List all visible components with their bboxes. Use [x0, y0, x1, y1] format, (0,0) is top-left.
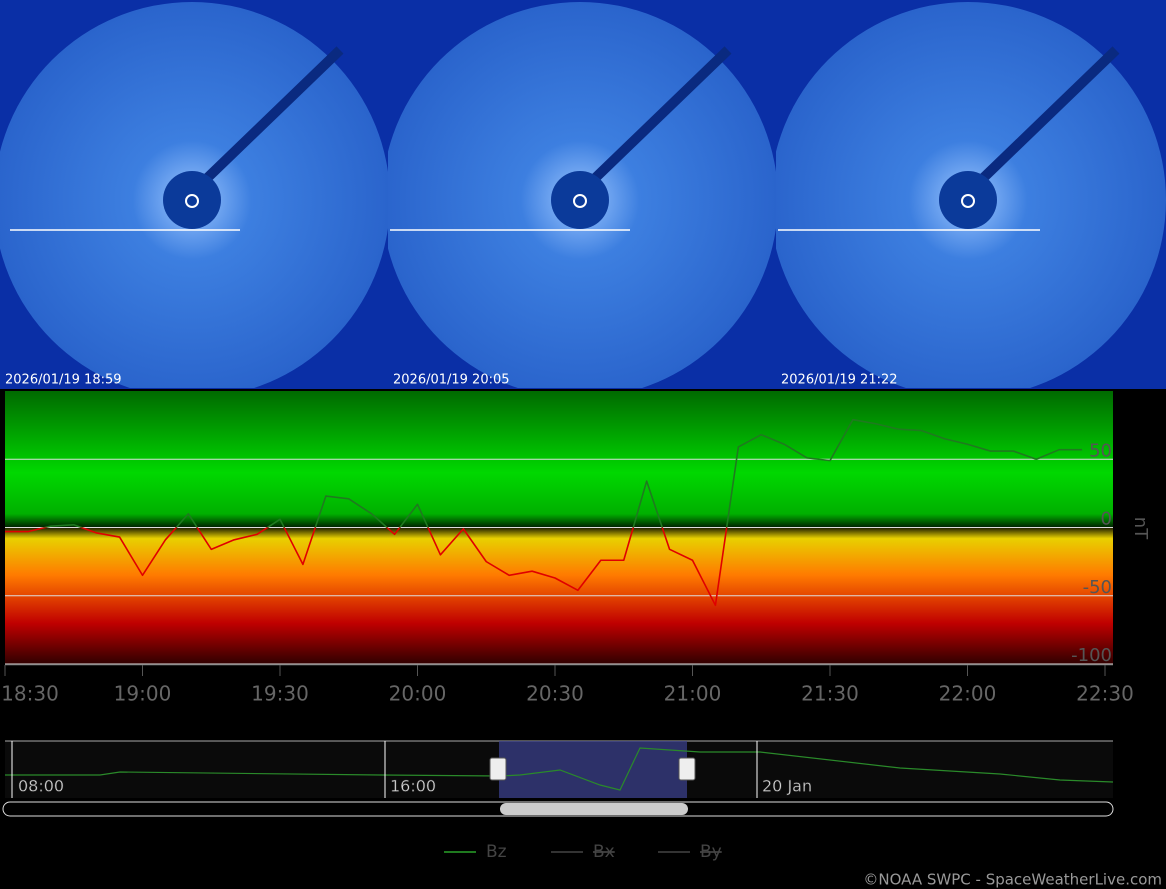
- x-tick-label: 20:00: [389, 682, 447, 706]
- navigator-label: 16:00: [390, 777, 436, 796]
- plot-area: -100 -50 0 50 18:30 19:00 19:30 20:00 20:30 21:00…: [1, 391, 1134, 706]
- x-tick-label: 19:00: [114, 682, 172, 706]
- navigator: 08:00 16:00 20 Jan: [2, 740, 1114, 817]
- y-tick-label: -50: [1083, 577, 1112, 598]
- x-tick-label: 19:30: [251, 682, 309, 706]
- scrollbar-thumb[interactable]: [500, 803, 688, 815]
- y-axis-label: nT: [1130, 517, 1151, 540]
- legend-item[interactable]: Bx: [593, 842, 615, 862]
- legend: Bz Bx By: [444, 842, 722, 862]
- timestamp: 2026/01/19 21:22: [781, 373, 898, 388]
- timestamp: 2026/01/19 20:05: [393, 373, 510, 388]
- data-line: [5, 418, 1083, 607]
- navigator-label: 08:00: [18, 777, 64, 796]
- x-tick-label: 21:30: [801, 682, 859, 706]
- x-tick-label: 22:00: [939, 682, 997, 706]
- y-tick-label: 50: [1089, 440, 1112, 461]
- x-tick-label: 22:30: [1076, 682, 1134, 706]
- x-tick-label: 21:00: [664, 682, 722, 706]
- x-tick-label: 18:30: [1, 682, 59, 706]
- coronagraph-images: 2026/01/19 18:59 2026/01/19 20:05 2026/0…: [0, 2, 1166, 388]
- y-tick-label: -100: [1071, 645, 1112, 666]
- navigator-handle[interactable]: [678, 757, 696, 781]
- credit: ©NOAA SWPC - SpaceWeatherLive.com: [863, 871, 1162, 889]
- legend-item[interactable]: Bz: [486, 842, 507, 862]
- legend-item[interactable]: By: [700, 842, 722, 862]
- timestamp: 2026/01/19 18:59: [5, 373, 122, 388]
- navigator-label: 20 Jan: [762, 777, 812, 796]
- navigator-window[interactable]: [499, 741, 687, 798]
- navigator-handle[interactable]: [489, 757, 507, 781]
- y-tick-label: 0: [1101, 509, 1112, 530]
- x-tick-label: 20:30: [526, 682, 584, 706]
